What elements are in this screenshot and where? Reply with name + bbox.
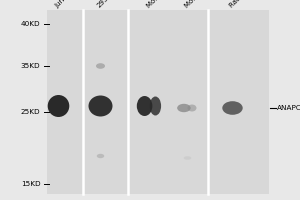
Text: 293T: 293T: [96, 0, 113, 9]
Ellipse shape: [97, 154, 104, 158]
Ellipse shape: [188, 104, 196, 112]
Ellipse shape: [137, 96, 152, 116]
Ellipse shape: [222, 101, 243, 115]
Text: 35KD: 35KD: [21, 63, 40, 69]
Ellipse shape: [150, 97, 161, 116]
Ellipse shape: [48, 95, 69, 117]
Text: Jurkat: Jurkat: [54, 0, 73, 9]
Ellipse shape: [177, 104, 191, 112]
Text: Rat heart: Rat heart: [228, 0, 256, 9]
Text: Mouse lung: Mouse lung: [146, 0, 178, 9]
Text: ANAPC10: ANAPC10: [277, 105, 300, 111]
Bar: [46, 10, 268, 194]
Ellipse shape: [184, 156, 191, 160]
Text: 25KD: 25KD: [21, 109, 40, 115]
Text: Mouse spleen: Mouse spleen: [183, 0, 221, 9]
Text: 15KD: 15KD: [21, 181, 40, 187]
Ellipse shape: [96, 63, 105, 69]
Ellipse shape: [88, 96, 112, 116]
Text: 40KD: 40KD: [21, 21, 40, 27]
